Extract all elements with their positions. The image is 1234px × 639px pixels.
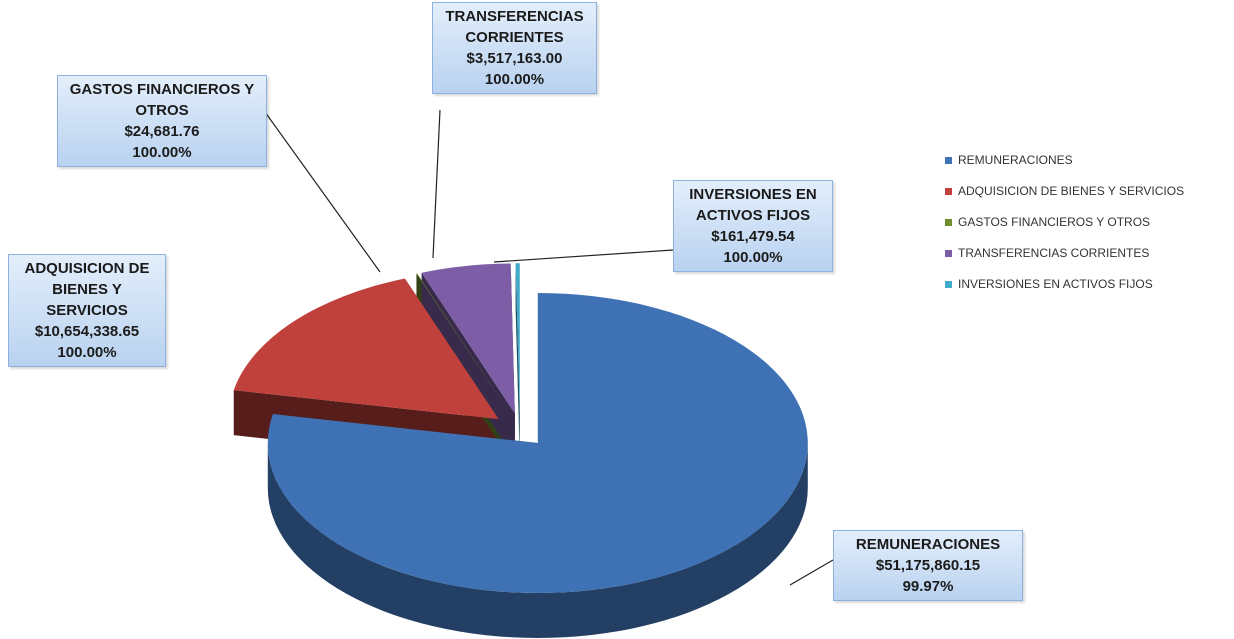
legend-label: REMUNERACIONES — [958, 153, 1073, 167]
label-percent: 100.00% — [132, 144, 192, 161]
leader-line — [789, 559, 834, 586]
label-percent: 100.00% — [484, 71, 545, 88]
legend-swatch — [945, 188, 952, 195]
slice — [416, 273, 511, 415]
label-value: $3,517,163.00 — [466, 50, 563, 67]
slice-wall — [515, 263, 520, 459]
data-label: INVERSIONES EN ACTIVOS FIJOS $161,479.54 1… — [673, 180, 833, 272]
legend-swatch — [945, 157, 952, 164]
label-percent: 100.00% — [57, 344, 117, 361]
label-value: $10,654,338.65 — [34, 323, 140, 340]
label-value: $24,681.76 — [124, 123, 200, 140]
legend-label: ADQUISICION DE BIENES Y SERVICIOS — [958, 184, 1185, 198]
label-percent: 99.97% — [902, 578, 954, 595]
leader-line — [264, 111, 381, 273]
label-name: INVERSIONES EN ACTIVOS FIJOS — [689, 186, 817, 224]
slice — [233, 278, 499, 420]
data-label: TRANSFERENCIAS CORRIENTES $3,517,163.00 10… — [432, 2, 597, 94]
slice-side — [267, 442, 808, 638]
leader-line — [493, 249, 674, 263]
leader-line — [432, 109, 441, 259]
data-label: REMUNERACIONES $51,175,860.15 99.97% — [833, 530, 1023, 601]
legend-label: INVERSIONES EN ACTIVOS FIJOS — [958, 277, 1153, 291]
label-name: GASTOS FINANCIEROS Y OTROS — [69, 81, 255, 119]
data-label: ADQUISICION DE BIENES Y SERVICIOS $10,654… — [8, 254, 166, 367]
slice — [515, 263, 520, 414]
legend-swatch — [945, 281, 952, 288]
label-name: TRANSFERENCIAS CORRIENTES — [445, 8, 584, 46]
legend-label: GASTOS FINANCIEROS Y OTROS — [958, 215, 1151, 229]
label-value: $51,175,860.15 — [875, 557, 981, 574]
legend-swatch — [945, 219, 952, 226]
legend-swatch — [945, 250, 952, 257]
label-value: $161,479.54 — [711, 228, 795, 245]
slice — [267, 292, 808, 593]
legend-label: TRANSFERENCIAS CORRIENTES — [958, 246, 1150, 260]
label-name: ADQUISICION DE BIENES Y SERVICIOS — [24, 260, 150, 319]
label-percent: 100.00% — [723, 249, 783, 266]
label-name: REMUNERACIONES — [855, 536, 1001, 553]
data-label: GASTOS FINANCIEROS Y OTROS $24,681.76 100.… — [57, 75, 267, 167]
slice — [421, 263, 515, 414]
